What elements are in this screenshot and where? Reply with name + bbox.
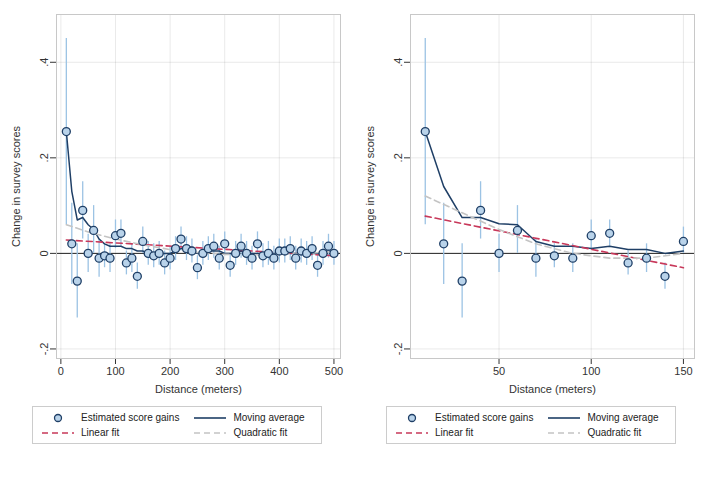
html-text:Linear fit: Linear fit: [81, 427, 120, 438]
html-text:Linear fit: Linear fit: [435, 427, 474, 438]
svg-text:-.2: -.2: [38, 343, 50, 356]
html-text:Moving average: Moving average: [233, 412, 305, 423]
svg-text:300: 300: [216, 365, 234, 377]
html-text:Quadratic fit: Quadratic fit: [587, 427, 642, 438]
svg-text:100: 100: [582, 365, 600, 377]
svg-text:500: 500: [325, 365, 343, 377]
svg-text:Distance (meters): Distance (meters): [155, 383, 242, 395]
svg-text:Change in survey scores: Change in survey scores: [364, 125, 376, 247]
html-text:Estimated score gains: Estimated score gains: [435, 412, 534, 423]
svg-text:-.2: -.2: [392, 343, 404, 356]
svg-text:50: 50: [493, 365, 505, 377]
svg-text:0: 0: [392, 250, 404, 256]
svg-text:.2: .2: [392, 153, 404, 162]
svg-text:0: 0: [58, 365, 64, 377]
svg-text:Change in survey scores: Change in survey scores: [10, 125, 22, 247]
svg-text:0: 0: [38, 250, 50, 256]
svg-text:.4: .4: [38, 58, 50, 67]
svg-text:.4: .4: [392, 58, 404, 67]
html-text:Quadratic fit: Quadratic fit: [233, 427, 288, 438]
svg-text:.2: .2: [38, 153, 50, 162]
svg-text:150: 150: [674, 365, 692, 377]
svg-text:400: 400: [270, 365, 288, 377]
svg-text:200: 200: [161, 365, 179, 377]
svg-text:Distance (meters): Distance (meters): [509, 383, 596, 395]
html-text:Estimated score gains: Estimated score gains: [81, 412, 180, 423]
html-text:Moving average: Moving average: [587, 412, 659, 423]
svg-text:100: 100: [106, 365, 124, 377]
